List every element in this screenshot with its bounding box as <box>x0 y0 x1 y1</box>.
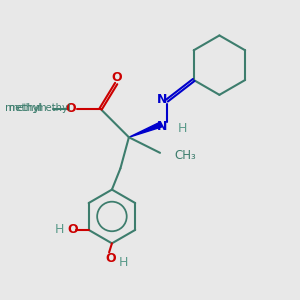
Text: O: O <box>67 223 78 236</box>
Polygon shape <box>129 122 162 137</box>
Text: N: N <box>157 120 167 133</box>
Text: CH₃: CH₃ <box>174 148 196 162</box>
Text: methyl: methyl <box>5 103 42 113</box>
Text: methyl: methyl <box>36 103 71 113</box>
Text: O: O <box>66 102 76 115</box>
Text: H: H <box>178 122 187 135</box>
Text: methyl: methyl <box>8 103 43 113</box>
Text: O: O <box>111 71 122 84</box>
Text: H: H <box>54 223 64 236</box>
Text: O: O <box>105 251 116 265</box>
Text: N: N <box>157 93 167 106</box>
Text: H: H <box>118 256 128 269</box>
